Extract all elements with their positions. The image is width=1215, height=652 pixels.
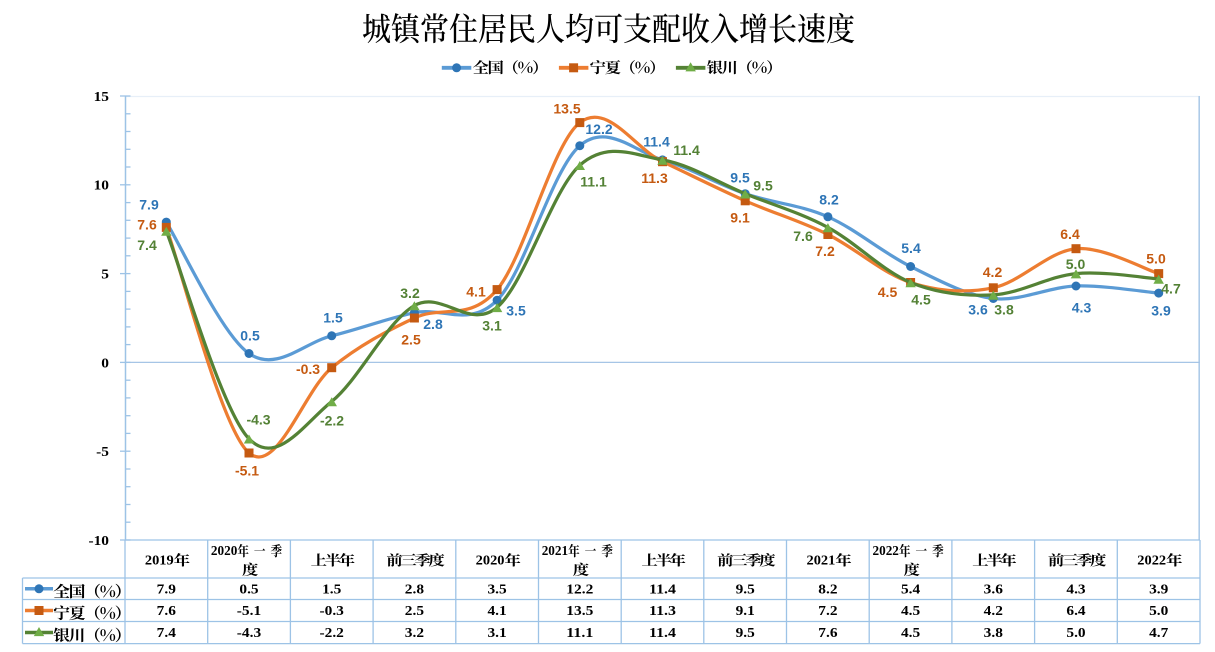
svg-text:4.1: 4.1 — [488, 604, 507, 619]
svg-text:1.5: 1.5 — [322, 582, 341, 597]
svg-text:2021: 2021 — [807, 553, 836, 568]
svg-text:3.1: 3.1 — [482, 318, 502, 334]
svg-text:-5.1: -5.1 — [237, 604, 261, 619]
svg-text:11.1: 11.1 — [566, 626, 593, 641]
svg-text:2020: 2020 — [211, 543, 238, 558]
svg-text:7.6: 7.6 — [157, 604, 176, 619]
svg-text:7.9: 7.9 — [157, 582, 176, 597]
svg-text:0.5: 0.5 — [240, 328, 260, 344]
svg-text:8.2: 8.2 — [819, 192, 839, 208]
svg-text:5.0: 5.0 — [1066, 626, 1085, 641]
svg-text:3.1: 3.1 — [488, 626, 507, 641]
svg-text:15: 15 — [94, 90, 109, 105]
svg-text:3.9: 3.9 — [1151, 303, 1171, 319]
svg-text:4.2: 4.2 — [984, 604, 1003, 619]
svg-text:3.8: 3.8 — [994, 302, 1014, 318]
svg-text:-0.3: -0.3 — [320, 604, 344, 619]
svg-text:7.2: 7.2 — [818, 604, 837, 619]
svg-text:7.6: 7.6 — [818, 626, 837, 641]
svg-text:5.0: 5.0 — [1149, 604, 1168, 619]
svg-text:11.4: 11.4 — [643, 134, 670, 150]
svg-text:4.5: 4.5 — [901, 626, 920, 641]
svg-text:9.5: 9.5 — [736, 626, 755, 641]
svg-text:-2.2: -2.2 — [320, 413, 344, 429]
svg-text:7.9: 7.9 — [139, 197, 159, 213]
svg-text:-5.1: -5.1 — [235, 463, 259, 479]
svg-text:9.1: 9.1 — [730, 210, 750, 226]
svg-text:-4.3: -4.3 — [246, 412, 270, 428]
svg-text:7.6: 7.6 — [793, 228, 813, 244]
svg-text:3.2: 3.2 — [400, 285, 420, 301]
svg-text:2019: 2019 — [145, 553, 174, 568]
svg-text:4.5: 4.5 — [878, 284, 898, 300]
svg-text:2.5: 2.5 — [401, 332, 421, 348]
svg-text:-10: -10 — [89, 534, 110, 549]
svg-text:8.2: 8.2 — [818, 582, 837, 597]
svg-text:9.5: 9.5 — [730, 170, 750, 186]
svg-text:5.0: 5.0 — [1146, 251, 1166, 267]
svg-text:6.4: 6.4 — [1060, 226, 1080, 242]
svg-text:1.5: 1.5 — [323, 310, 343, 326]
svg-text:0.5: 0.5 — [239, 582, 258, 597]
svg-text:11.4: 11.4 — [673, 142, 700, 158]
svg-text:12.2: 12.2 — [566, 582, 593, 597]
svg-text:13.5: 13.5 — [566, 604, 593, 619]
svg-text:-4.3: -4.3 — [237, 626, 261, 641]
svg-text:7.6: 7.6 — [137, 217, 157, 233]
svg-text:9.5: 9.5 — [736, 582, 755, 597]
svg-text:3.2: 3.2 — [405, 626, 424, 641]
svg-text:9.5: 9.5 — [753, 178, 773, 194]
svg-text:11.4: 11.4 — [649, 626, 676, 641]
svg-text:13.5: 13.5 — [553, 101, 580, 117]
svg-text:12.2: 12.2 — [585, 121, 612, 137]
svg-text:7.2: 7.2 — [815, 243, 835, 259]
svg-text:3.8: 3.8 — [984, 626, 1003, 641]
svg-text:10: 10 — [94, 179, 109, 194]
svg-text:6.4: 6.4 — [1066, 604, 1085, 619]
svg-text:4.5: 4.5 — [901, 604, 920, 619]
svg-text:11.3: 11.3 — [641, 170, 668, 186]
svg-text:5.4: 5.4 — [901, 582, 920, 597]
svg-text:3.5: 3.5 — [488, 582, 507, 597]
svg-text:11.4: 11.4 — [649, 582, 676, 597]
svg-text:4.3: 4.3 — [1072, 300, 1092, 316]
svg-text:11.1: 11.1 — [580, 174, 607, 190]
svg-text:-5: -5 — [96, 445, 109, 460]
svg-text:5.0: 5.0 — [1066, 256, 1086, 272]
svg-text:4.2: 4.2 — [983, 264, 1003, 280]
svg-text:5.4: 5.4 — [901, 240, 921, 256]
svg-text:7.4: 7.4 — [157, 626, 176, 641]
svg-text:2021: 2021 — [542, 543, 569, 558]
svg-text:-2.2: -2.2 — [320, 626, 344, 641]
svg-text:2020: 2020 — [476, 553, 505, 568]
svg-text:9.1: 9.1 — [736, 604, 755, 619]
svg-text:4.7: 4.7 — [1149, 626, 1168, 641]
svg-text:3.5: 3.5 — [506, 303, 526, 319]
svg-text:3.6: 3.6 — [984, 582, 1003, 597]
svg-text:2.8: 2.8 — [423, 316, 443, 332]
svg-text:7.4: 7.4 — [137, 237, 157, 253]
svg-text:5: 5 — [101, 268, 109, 283]
svg-text:2022: 2022 — [1137, 553, 1166, 568]
svg-text:0: 0 — [101, 356, 109, 371]
svg-text:3.9: 3.9 — [1149, 582, 1168, 597]
svg-text:2022: 2022 — [873, 543, 900, 558]
svg-text:2.8: 2.8 — [405, 582, 424, 597]
svg-text:4.5: 4.5 — [911, 292, 931, 308]
svg-text:4.1: 4.1 — [466, 284, 486, 300]
svg-text:2.5: 2.5 — [405, 604, 424, 619]
svg-text:11.3: 11.3 — [649, 604, 676, 619]
svg-text:4.3: 4.3 — [1066, 582, 1085, 597]
svg-text:-0.3: -0.3 — [296, 361, 320, 377]
svg-text:4.7: 4.7 — [1161, 281, 1181, 297]
svg-text:3.6: 3.6 — [968, 302, 988, 318]
